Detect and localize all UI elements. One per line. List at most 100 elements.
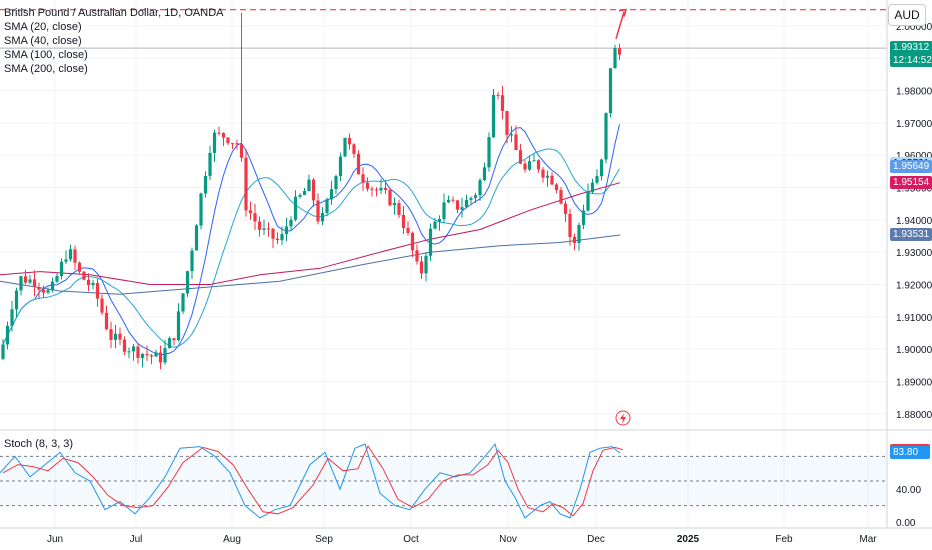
candle <box>572 233 577 251</box>
candle <box>554 182 559 194</box>
candle <box>230 142 235 149</box>
candle <box>275 232 280 244</box>
candle <box>464 194 469 208</box>
indicator-sma100[interactable]: SMA (100, close) <box>4 49 88 61</box>
arrow-head-icon <box>618 8 628 17</box>
candle <box>568 208 572 246</box>
price-tick-label: 1.90000 <box>896 345 932 356</box>
price-tick-label: 1.93000 <box>896 248 932 259</box>
candle <box>194 223 199 251</box>
candle <box>257 216 262 237</box>
candles-group <box>1 12 622 370</box>
candle <box>154 349 158 357</box>
candle <box>181 292 185 315</box>
candle <box>28 274 32 285</box>
candle <box>86 273 91 292</box>
last-price-value: 1.99312 <box>893 42 930 54</box>
price-tick-label: 1.88000 <box>896 410 932 421</box>
candle <box>581 204 586 230</box>
candle <box>442 193 446 224</box>
candle <box>59 258 64 280</box>
candle <box>64 250 68 265</box>
candle <box>293 190 298 222</box>
candle <box>248 201 253 220</box>
candle <box>491 88 496 139</box>
sma100-line <box>0 182 621 285</box>
candle <box>185 270 190 297</box>
candle <box>302 187 307 196</box>
candle <box>392 197 397 215</box>
candle <box>410 231 415 258</box>
candle <box>307 174 311 192</box>
candle <box>212 129 217 162</box>
candle <box>253 203 257 231</box>
candle <box>509 126 514 143</box>
candle <box>217 126 221 136</box>
price-tick-label: 1.91000 <box>896 313 932 324</box>
candle <box>437 215 442 231</box>
candle <box>559 186 563 205</box>
candle <box>428 223 433 261</box>
candle <box>518 144 523 165</box>
sma200-line <box>0 234 621 295</box>
candle <box>118 327 122 345</box>
stoch-value-tag: 83.80 <box>890 446 930 460</box>
price-tick-label: 1.89000 <box>896 378 932 389</box>
candle <box>262 219 266 236</box>
price-tick-label: 1.98000 <box>896 87 932 98</box>
candle <box>149 354 154 365</box>
candle <box>280 226 284 246</box>
candle <box>167 336 172 349</box>
candle <box>226 136 230 145</box>
candle <box>298 193 302 199</box>
candle <box>19 275 23 296</box>
indicator-sma20[interactable]: SMA (20, close) <box>4 21 82 33</box>
time-tick-label: Oct <box>403 534 419 545</box>
candle <box>617 43 622 60</box>
sma40-line <box>2 148 620 348</box>
candle <box>50 277 55 293</box>
candle <box>131 343 136 361</box>
time-tick-label: Dec <box>587 534 605 545</box>
candle <box>104 305 109 331</box>
candle <box>379 178 383 195</box>
candle <box>397 199 401 219</box>
candle <box>478 178 482 201</box>
candle <box>55 272 59 284</box>
candle <box>109 321 113 349</box>
price-tick-label: 1.95000 <box>896 184 932 195</box>
candle <box>424 251 428 282</box>
candle <box>595 169 599 185</box>
candle <box>383 180 388 194</box>
candle <box>190 247 194 279</box>
indicator-sma200[interactable]: SMA (200, close) <box>4 63 88 75</box>
sma20-line <box>2 124 620 356</box>
stoch-tick-label: 40.00 <box>896 485 921 496</box>
candle <box>163 339 167 365</box>
indicator-sma40[interactable]: SMA (40, close) <box>4 35 82 47</box>
candle <box>415 244 419 265</box>
candle <box>541 166 545 183</box>
candle <box>347 133 352 150</box>
candle <box>316 193 320 225</box>
candle <box>95 278 100 307</box>
stoch-title[interactable]: Stoch (8, 3, 3) <box>4 438 74 450</box>
candle <box>338 152 343 182</box>
candle <box>608 68 613 118</box>
candle <box>550 172 554 186</box>
candle <box>536 159 541 173</box>
price-tick-label: 1.94000 <box>896 216 932 227</box>
candle <box>77 261 82 274</box>
stoch-k-line <box>0 443 621 519</box>
price-tick-label: 1.96000 <box>896 151 932 162</box>
time-tick-label: Sep <box>315 534 333 545</box>
candle <box>158 345 163 370</box>
candle <box>343 137 347 158</box>
currency-button[interactable]: AUD <box>888 4 926 26</box>
candle <box>419 256 424 279</box>
candle <box>320 207 325 226</box>
candle <box>496 91 500 100</box>
countdown-timer: 12:14:52 <box>893 55 932 67</box>
candle <box>599 158 604 181</box>
